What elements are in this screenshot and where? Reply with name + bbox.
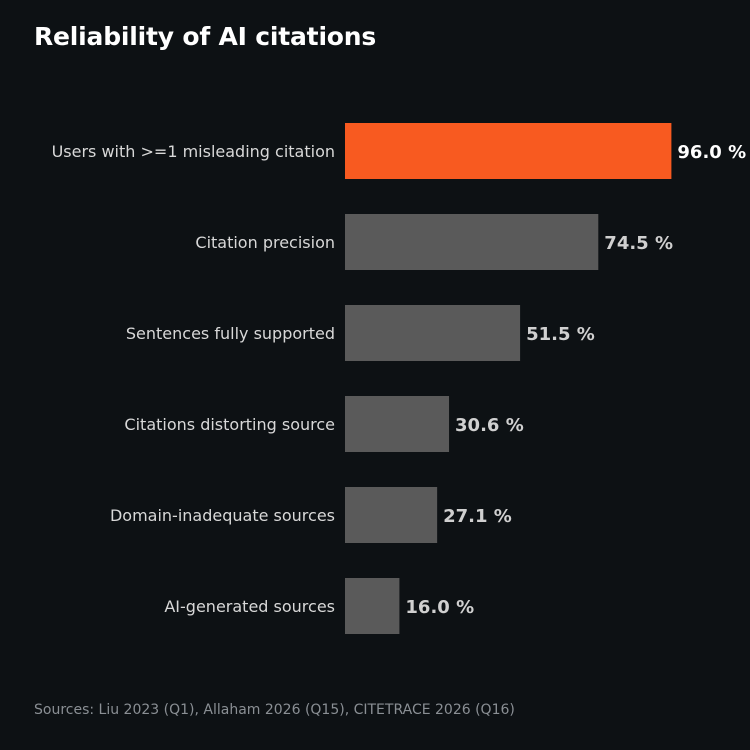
bar bbox=[345, 214, 599, 270]
category-label: Citation precision bbox=[195, 233, 335, 252]
chart-title: Reliability of AI citations bbox=[34, 22, 377, 51]
sources-footnote: Sources: Liu 2023 (Q1), Allaham 2026 (Q1… bbox=[34, 702, 515, 718]
bar bbox=[345, 578, 400, 634]
category-label: Citations distorting source bbox=[124, 415, 335, 434]
value-label: 30.6 % bbox=[455, 415, 524, 436]
bar bbox=[345, 305, 521, 361]
value-label: 16.0 % bbox=[405, 597, 474, 618]
value-label: 74.5 % bbox=[604, 233, 673, 254]
category-label: AI-generated sources bbox=[164, 597, 335, 616]
bar bbox=[345, 396, 450, 452]
category-label: Users with >=1 misleading citation bbox=[52, 142, 335, 161]
value-label: 27.1 % bbox=[443, 506, 512, 527]
value-label: 51.5 % bbox=[526, 324, 595, 345]
category-label: Sentences fully supported bbox=[126, 324, 335, 343]
category-label: Domain-inadequate sources bbox=[110, 506, 335, 525]
bar bbox=[345, 487, 438, 543]
value-label: 96.0 % bbox=[677, 142, 746, 163]
bar bbox=[345, 123, 672, 179]
